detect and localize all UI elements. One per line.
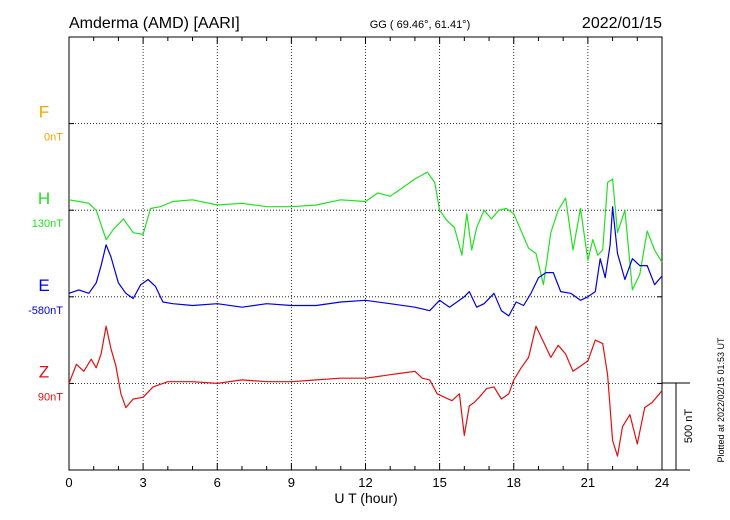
x-axis-label: U T (hour): [334, 490, 397, 506]
x-tick-label: 12: [358, 475, 372, 490]
station-title: Amderma (AMD) [AARI]: [69, 15, 240, 32]
x-tick-label: 9: [288, 475, 295, 490]
channel-labels: F 0nT H 130nT E -580nT Z 90nT: [28, 103, 63, 404]
channel-name-e: E: [38, 276, 49, 295]
x-tick-labels: 0 3 6 9 12 15 18 21 24: [65, 475, 669, 490]
x-tick-label: 21: [581, 475, 595, 490]
scale-bar-label: 500 nT: [683, 409, 695, 444]
channel-name-z: Z: [39, 362, 49, 381]
channel-baseline-h: 130nT: [32, 218, 63, 230]
plotted-at-label: Plotted at 2022/02/15 01:53 UT: [716, 337, 726, 463]
x-tick-label: 0: [65, 475, 72, 490]
x-tick-label: 18: [507, 475, 521, 490]
series-line-z: [68, 325, 663, 457]
series-traces: [68, 171, 663, 457]
scale-bar: 500 nT: [662, 382, 695, 471]
channel-name-f: F: [39, 103, 49, 122]
channel-baseline-z: 90nT: [38, 391, 63, 403]
channel-baseline-e: -580nT: [28, 305, 63, 317]
geographic-coords: GG ( 69.46°, 61.41°): [370, 19, 471, 31]
x-tick-label: 3: [140, 475, 147, 490]
vertical-gridlines: [142, 37, 589, 470]
series-line-h: [68, 171, 663, 291]
x-tick-label: 24: [655, 475, 669, 490]
date-label: 2022/01/15: [582, 15, 662, 32]
series-line-e: [68, 206, 663, 317]
axis-ticks: [68, 36, 663, 471]
x-tick-label: 15: [432, 475, 446, 490]
channel-name-h: H: [38, 189, 50, 208]
channel-baseline-f: 0nT: [44, 132, 63, 144]
x-tick-label: 6: [214, 475, 221, 490]
